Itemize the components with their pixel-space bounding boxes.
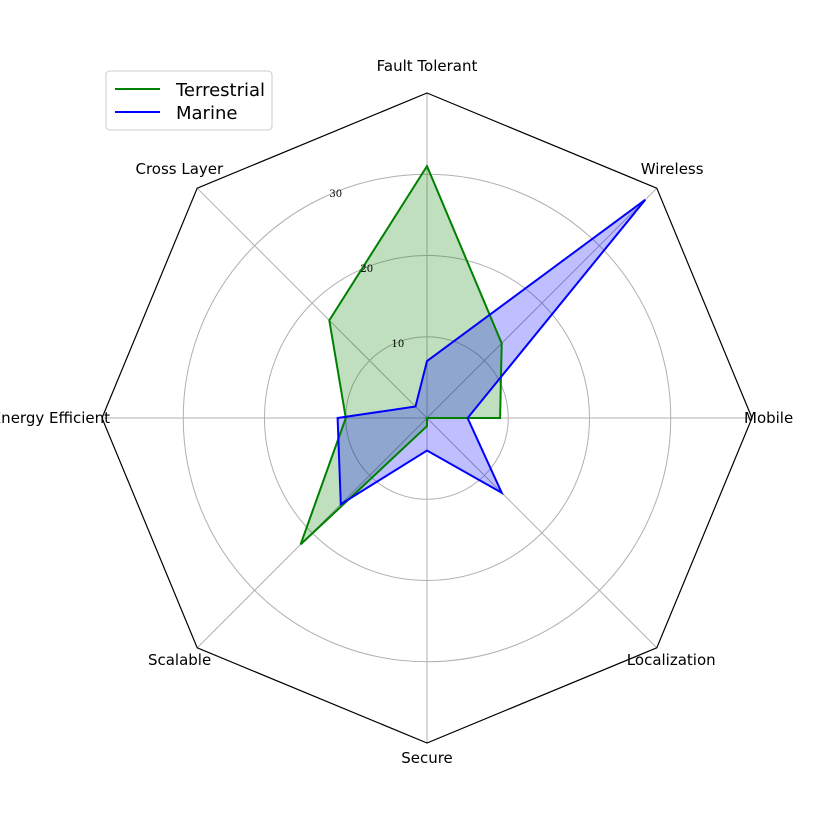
- series-layer: [299, 163, 647, 546]
- legend-label-terrestrial: Terrestrial: [175, 80, 265, 101]
- axis-label-7: Cross Layer: [135, 160, 224, 178]
- radial-tick-10: 10: [392, 339, 405, 350]
- legend: Terrestrial Marine: [105, 70, 273, 131]
- axis-label-4: Secure: [401, 749, 453, 767]
- spoke-3: [426, 417, 658, 649]
- radial-tick-30: 30: [329, 189, 342, 200]
- spoke-7: [196, 187, 428, 419]
- axis-label-1: Wireless: [641, 160, 704, 178]
- radial-tick-20: 20: [360, 264, 373, 275]
- legend-box: [105, 70, 273, 131]
- legend-label-marine: Marine: [176, 103, 237, 124]
- spoke-1: [426, 187, 658, 419]
- grid: [102, 93, 752, 743]
- axis-label-5: Scalable: [148, 651, 211, 669]
- radial-tick-labels: 10 20 30: [329, 189, 404, 350]
- outer-frame: [101, 92, 753, 744]
- axis-labels: Fault Tolerant Wireless Mobile Localization…: [0, 57, 793, 767]
- axis-label-2: Mobile: [744, 409, 793, 427]
- axis-label-6: Energy Efficient: [0, 409, 110, 427]
- series-fill-marine: [337, 199, 646, 505]
- series-line-terrestrial: [299, 163, 503, 546]
- series-line-marine: [336, 198, 647, 506]
- axis-label-3: Localization: [627, 651, 716, 669]
- series-fill-terrestrial: [300, 166, 502, 545]
- outer-octagon: [101, 92, 753, 744]
- axis-label-0: Fault Tolerant: [377, 57, 478, 75]
